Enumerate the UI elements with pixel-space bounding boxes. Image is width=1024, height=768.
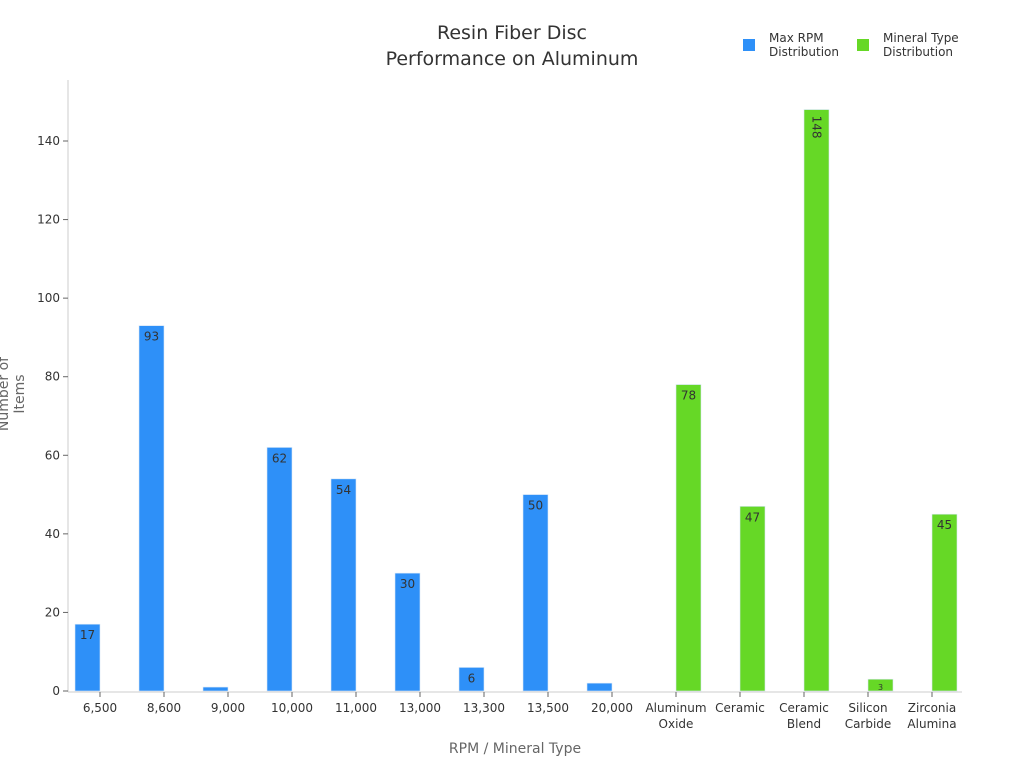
y-tick-label: 60 xyxy=(45,448,60,462)
y-tick-label: 140 xyxy=(37,134,60,148)
bar-value-label: 30 xyxy=(400,577,415,591)
bar[interactable] xyxy=(458,667,485,692)
bar-value-label: 17 xyxy=(80,628,95,642)
y-tick-label: 0 xyxy=(52,684,60,698)
legend-item-mineral-type[interactable]: Mineral Type Distribution xyxy=(857,31,959,59)
x-tick-label: 20,000 xyxy=(591,701,633,715)
legend-swatch-green-icon xyxy=(857,39,870,51)
x-tick-label: 10,000 xyxy=(271,701,313,715)
bar[interactable] xyxy=(867,678,894,692)
bar[interactable] xyxy=(803,109,830,692)
bar-value-label: 45 xyxy=(937,518,952,532)
bar-value-label: 93 xyxy=(144,330,159,344)
bar-value-label: 78 xyxy=(681,389,696,403)
legend-label-line1: Mineral Type xyxy=(883,31,959,45)
x-tick-label: Carbide xyxy=(845,717,892,731)
x-tick-label: Oxide xyxy=(659,717,694,731)
x-tick-label: Blend xyxy=(787,717,821,731)
bar[interactable] xyxy=(394,572,421,692)
bar-value-label: 50 xyxy=(528,499,543,513)
bar[interactable] xyxy=(138,325,165,692)
legend-label-line2: Distribution xyxy=(769,45,840,59)
bar-value-label: 47 xyxy=(745,510,760,524)
x-tick-label: 13,000 xyxy=(399,701,441,715)
chart-title-line1: Resin Fiber Disc xyxy=(437,22,587,44)
y-tick-label: 120 xyxy=(37,213,60,227)
y-tick-label: 100 xyxy=(37,291,60,305)
x-tick-label: Zirconia xyxy=(908,701,956,715)
legend-swatch-blue-icon xyxy=(743,39,755,51)
chart-title: Resin Fiber Disc Performance on Aluminum xyxy=(0,20,1024,72)
bar[interactable] xyxy=(74,623,101,692)
x-tick-label: 8,600 xyxy=(147,701,181,715)
x-tick-label: Ceramic xyxy=(715,701,765,715)
x-tick-label: Ceramic xyxy=(779,701,829,715)
legend-label: Mineral Type Distribution xyxy=(883,31,959,59)
bar-value-label: 62 xyxy=(272,451,287,465)
legend-label-line2: Distribution xyxy=(883,45,954,59)
bar[interactable] xyxy=(266,447,293,692)
legend-label-line1: Max RPM xyxy=(769,31,824,45)
bar[interactable] xyxy=(675,384,702,692)
x-tick-label: 9,000 xyxy=(211,701,245,715)
x-axis-label: RPM / Mineral Type xyxy=(448,741,582,757)
bar-value-label: 3 xyxy=(878,683,883,692)
legend: Max RPM Distribution Mineral Type Distri… xyxy=(743,31,959,59)
x-tick-label: Alumina xyxy=(907,717,956,731)
bar-value-label: 54 xyxy=(336,483,351,497)
bar[interactable] xyxy=(522,494,549,692)
x-tick-label: Silicon xyxy=(848,701,887,715)
chart-title-line2: Performance on Aluminum xyxy=(385,48,639,70)
bar-value-label: 6 xyxy=(468,671,476,685)
bar[interactable] xyxy=(330,478,357,692)
x-tick-label: 13,300 xyxy=(463,701,505,715)
x-tick-label: 13,500 xyxy=(527,701,569,715)
bar[interactable] xyxy=(202,686,229,692)
bar[interactable] xyxy=(739,506,766,692)
bar[interactable] xyxy=(931,513,958,692)
bar-value-label: 148 xyxy=(810,116,824,139)
legend-item-max-rpm[interactable]: Max RPM Distribution xyxy=(743,31,839,59)
bar[interactable] xyxy=(586,682,613,692)
x-tick-label: 6,500 xyxy=(83,701,117,715)
x-tick-label: 11,000 xyxy=(335,701,377,715)
legend-label: Max RPM Distribution xyxy=(769,31,839,59)
y-tick-label: 40 xyxy=(45,527,60,541)
x-tick-label: Aluminum xyxy=(645,701,706,715)
y-tick-label: 80 xyxy=(45,370,60,384)
y-tick-label: 20 xyxy=(45,605,60,619)
